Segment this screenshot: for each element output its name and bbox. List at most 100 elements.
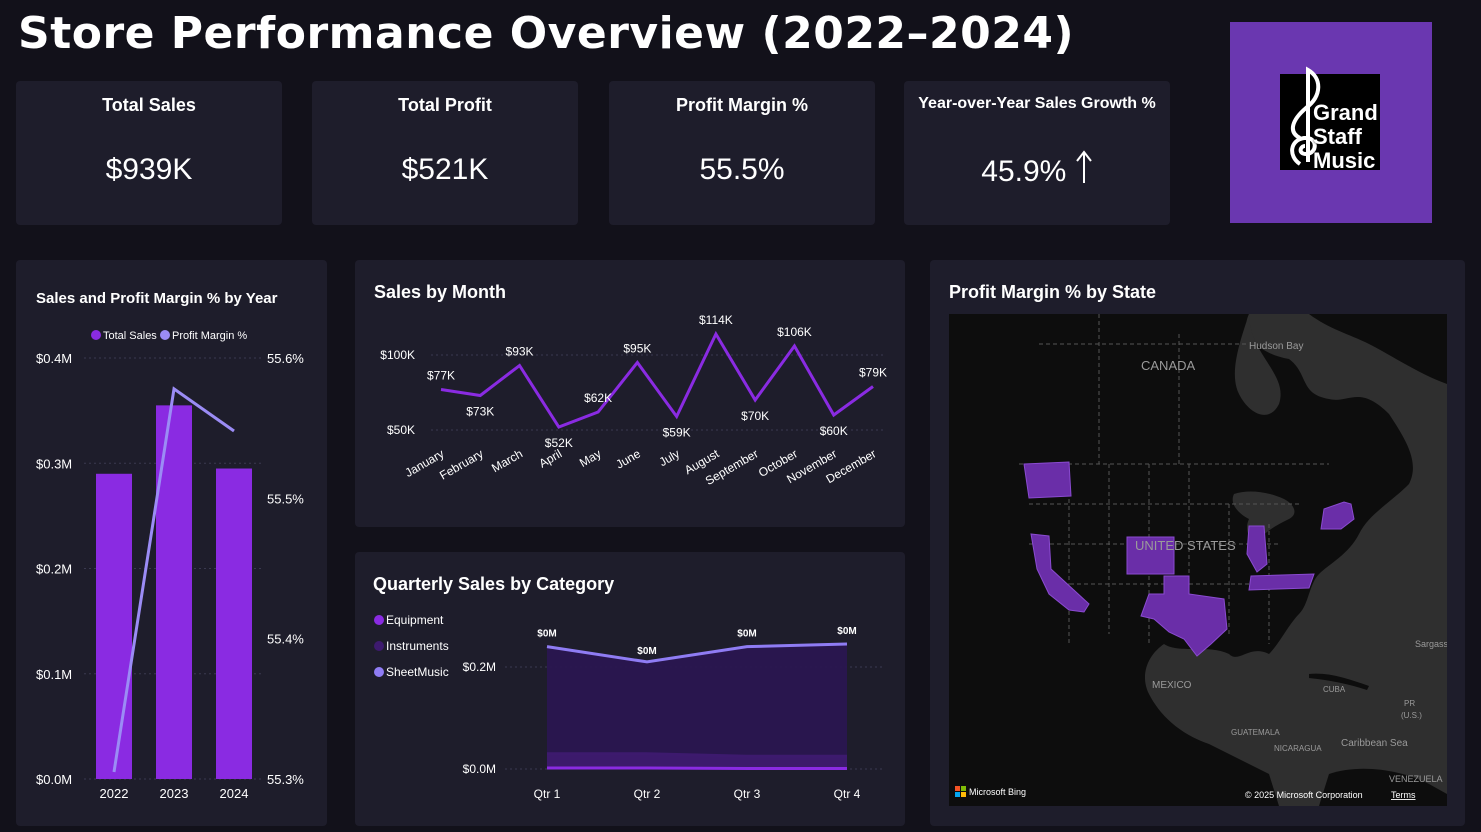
x-tick-label: July [657,446,682,469]
kpi-value: 55.5% [699,153,785,186]
map-land-cuba [1309,673,1369,690]
yearly-legend: Total Sales Profit Margin % [91,330,247,342]
y-tick-label: $100K [380,348,415,362]
up-arrow-icon [1075,150,1092,183]
legend-label: Instruments [386,639,449,653]
monthly-chart: $100K $50K $77K $73K $93K $52K $62K $95K $59K $1… [380,313,887,488]
x-tick-label: 2024 [220,786,249,801]
map-label: GUATEMALA [1231,728,1280,737]
data-label: $0M [837,626,856,637]
y2-tick-label: 55.4% [267,632,304,647]
yearly-chart-title: Sales and Profit Margin % by Year [36,290,278,307]
map-attribution: Microsoft Bing © 2025 Microsoft Corporat… [955,786,1416,800]
y-tick-label: $0.0M [463,762,496,776]
map-label: UNITED STATES [1135,538,1236,553]
x-tick-label: 2023 [160,786,189,801]
line-profit-margin [112,386,235,773]
map-land-greenland-east [1309,314,1447,384]
y2-tick-label: 55.6% [267,351,304,366]
legend-dot-sheetmusic [374,667,384,677]
map-view[interactable]: CANADA Hudson Bay UNITED STATES MEXICO C… [949,314,1447,806]
line-equipment [547,766,847,770]
map-label: VENEZUELA [1389,774,1443,784]
yearly-bars [96,405,252,779]
x-tick-label: April [537,446,565,470]
data-label: $62K [584,391,612,405]
kpi-value: $939K [105,153,193,186]
map-land-north-america [949,314,1413,806]
brand-logo: Grand Staff Music [1230,22,1432,223]
map-label: CUBA [1323,685,1346,694]
yearly-right-axis: 55.6% 55.5% 55.4% 55.3% [267,351,304,787]
map-title: Profit Margin % by State [949,282,1157,302]
treble-clef-icon [1280,66,1380,170]
kpi-label: Profit Margin % [675,95,808,115]
y-tick-label: $0.2M [463,660,496,674]
map-terms-link[interactable]: Terms [1391,790,1416,800]
state-texas [1140,575,1228,657]
yearly-chart-panel[interactable]: Sales and Profit Margin % by Year Total … [16,260,327,826]
monthly-line [440,330,874,429]
yearly-x-axis: 2022 2023 2024 [100,786,249,801]
y-tick-label: $0.0M [36,772,72,787]
x-tick-label: June [613,446,643,471]
y-tick-label: $0.1M [36,667,72,682]
y-tick-label: $0.3M [36,456,72,471]
map-label: NICARAGUA [1274,744,1322,753]
map-labels: CANADA Hudson Bay UNITED STATES MEXICO C… [1135,341,1447,784]
state-new-york [1320,501,1355,530]
kpi-card-total-sales[interactable]: Total Sales $939K [16,81,282,225]
logo-line: Staff [1313,124,1362,149]
kpi-label: Total Profit [398,95,492,115]
monthly-chart-panel[interactable]: Sales by Month $100K $50K $77K $73K $93K $52… [355,260,905,527]
data-label: $0M [537,629,556,640]
quarterly-data-labels: $0M $0M $0M $0M [537,626,856,657]
kpi-value-row: 45.9% [904,149,1170,189]
data-label: $114K [699,313,733,327]
kpi-card-profit-margin[interactable]: Profit Margin % 55.5% [609,81,875,225]
yearly-margin-line [112,386,235,773]
x-tick-label: Qtr 4 [834,787,861,801]
kpi-card-total-profit[interactable]: Total Profit $521K [312,81,578,225]
legend-label: Equipment [386,613,444,627]
x-tick-label: May [577,446,604,469]
map-copyright: © 2025 Microsoft Corporation [1245,790,1363,800]
logo-text: Grand Staff Music [1313,101,1378,173]
quarterly-chart-panel[interactable]: Quarterly Sales by Category Equipment In… [355,552,905,826]
x-tick-label: Qtr 3 [734,787,761,801]
x-tick-label: 2022 [100,786,129,801]
kpi-value: 45.9% [981,155,1067,188]
data-label: $52K [545,436,573,450]
x-tick-label: Qtr 1 [534,787,561,801]
bing-attribution: Microsoft Bing [969,787,1026,797]
map-land-hudson-bay-shore [1234,314,1281,415]
data-label: $70K [741,409,769,423]
y-tick-label: $0.2M [36,562,72,577]
map-label: CANADA [1141,358,1196,373]
quarterly-y-axis: $0.2M $0.0M [463,660,496,776]
data-label: $59K [663,426,691,440]
line-sales-by-month [440,330,874,429]
data-label: $0M [637,646,656,657]
y2-tick-label: 55.3% [267,772,304,787]
map-label: PR [1404,699,1415,708]
legend-label: Total Sales [103,330,157,342]
map-land-south-america [1319,768,1447,806]
bar-total-sales [216,468,252,779]
page-title: Store Performance Overview (2022–2024) [18,8,1075,59]
quarterly-chart: Equipment Instruments SheetMusic $0.2M$0… [374,613,885,801]
data-label: $60K [820,424,848,438]
kpi-card-yoy-growth[interactable]: Year-over-Year Sales Growth % 45.9% [904,81,1170,225]
y2-tick-label: 55.5% [267,491,304,506]
legend-dot-instruments [374,641,384,651]
quarterly-legend: Equipment Instruments SheetMusic [374,613,449,679]
map-panel[interactable]: Profit Margin % by State [930,260,1465,826]
data-label: $93K [506,345,534,359]
monthly-y-axis: $100K $50K [380,348,415,437]
map-highlighted-states [1023,461,1355,657]
x-tick-label: Qtr 2 [634,787,661,801]
logo-line: Music [1313,148,1376,173]
yearly-left-axis: $0.4M $0.3M $0.2M $0.1M $0.0M [36,351,72,787]
line-sheetmusic [546,642,848,664]
kpi-value: $521K [401,153,489,186]
